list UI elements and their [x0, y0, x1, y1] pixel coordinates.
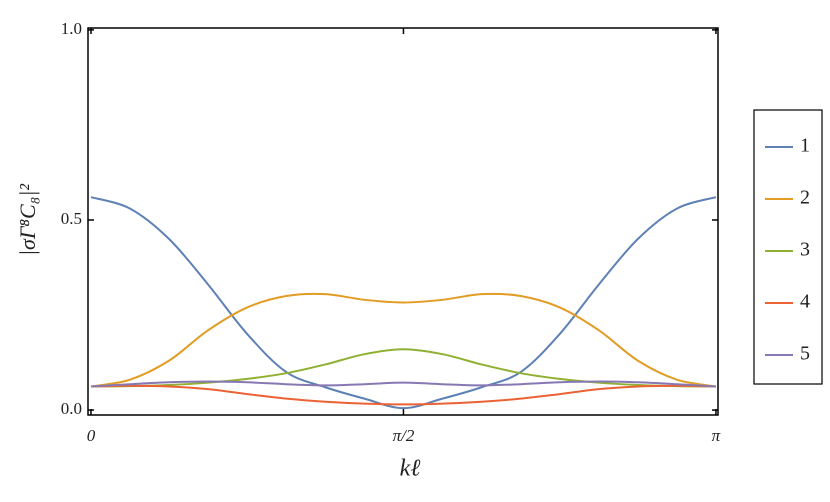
series-line [90, 196, 717, 410]
legend-label: 1 [800, 135, 810, 157]
y-tick-label: 1.0 [61, 19, 82, 38]
series-line [90, 380, 716, 388]
legend-label: 5 [800, 343, 810, 365]
y-tick-label: 0.0 [61, 399, 82, 418]
x-tick-label: π [712, 426, 721, 445]
plot-frame [87, 27, 719, 416]
legend-box [753, 109, 823, 385]
y-tick-label: 0.5 [61, 209, 82, 228]
x-tick-label: π/2 [393, 426, 415, 445]
x-axis-label: kℓ [400, 456, 421, 482]
legend-label: 3 [800, 239, 810, 261]
series-line [90, 384, 716, 406]
series-line [90, 348, 716, 388]
x-tick-label: 0 [87, 426, 96, 445]
series-line [90, 292, 717, 388]
legend-label: 2 [800, 187, 810, 209]
y-axis-label: |σΓ⁸C₈|² [15, 184, 40, 256]
legend-label: 4 [800, 291, 810, 313]
